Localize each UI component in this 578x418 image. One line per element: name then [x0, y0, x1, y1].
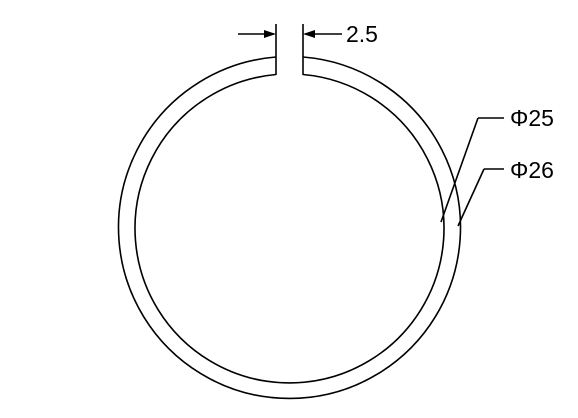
outer-ring-arc	[117, 56, 462, 400]
gap-dimension-arrow-right	[303, 30, 342, 38]
inner-ring-arc	[134, 73, 445, 384]
inner-diameter-label: Φ25	[510, 105, 554, 131]
outer-diameter-label: Φ26	[510, 157, 554, 183]
inner-diameter-leader	[440, 117, 504, 223]
outer-diameter-leader	[457, 168, 504, 227]
gap-dimension-label: 2.5	[346, 21, 378, 47]
gap-dimension-arrow-left	[238, 30, 276, 38]
